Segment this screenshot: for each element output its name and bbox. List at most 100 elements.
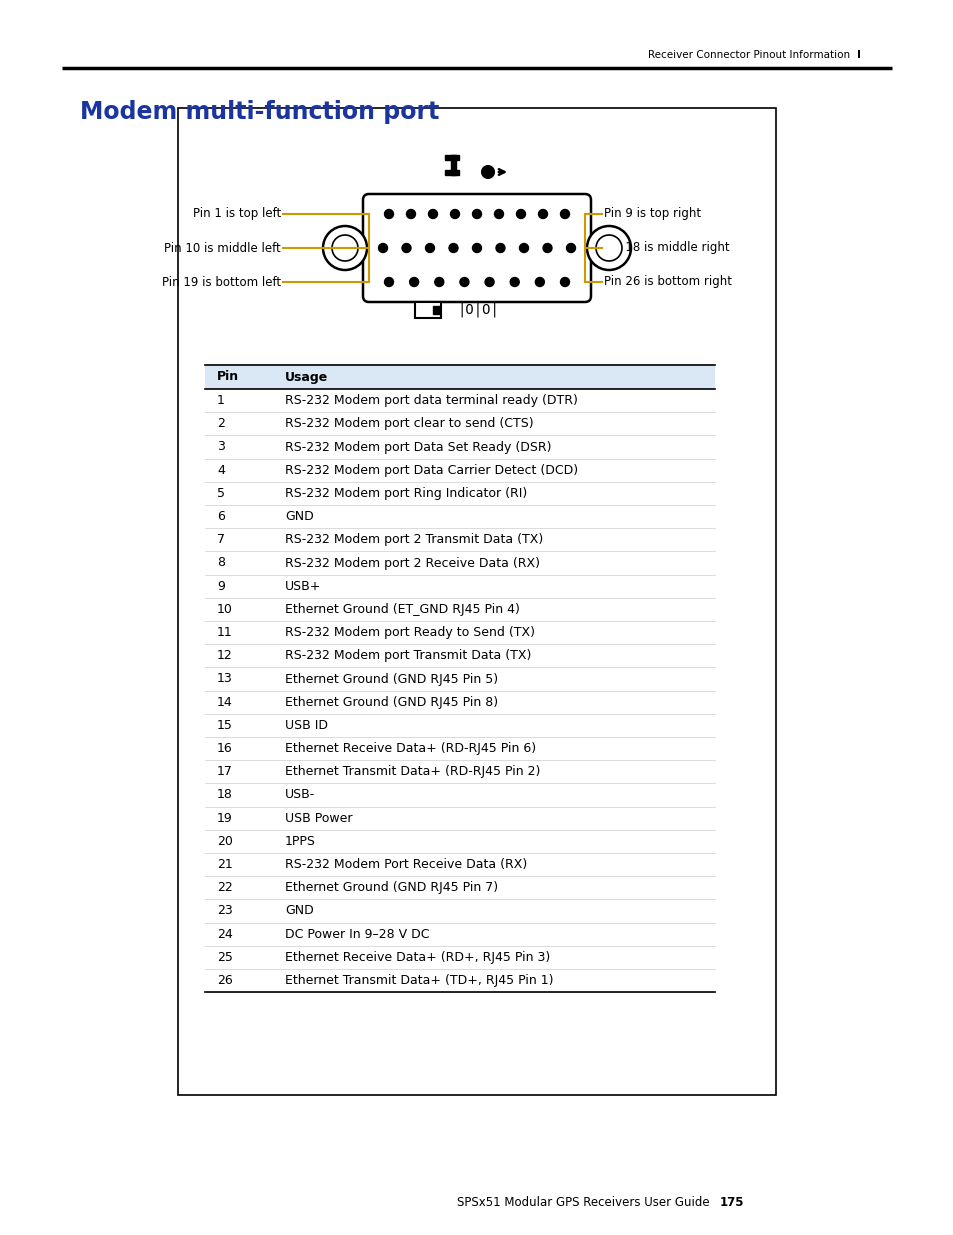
Bar bbox=[444, 156, 458, 161]
Text: Ethernet Transmit Data+ (RD-RJ45 Pin 2): Ethernet Transmit Data+ (RD-RJ45 Pin 2) bbox=[285, 766, 539, 778]
Circle shape bbox=[472, 210, 481, 219]
Text: RS-232 Modem port Transmit Data (TX): RS-232 Modem port Transmit Data (TX) bbox=[285, 650, 531, 662]
Text: 14: 14 bbox=[216, 695, 233, 709]
Text: 24: 24 bbox=[216, 927, 233, 941]
Circle shape bbox=[384, 210, 393, 219]
Circle shape bbox=[428, 210, 437, 219]
Text: 1PPS: 1PPS bbox=[285, 835, 315, 848]
Circle shape bbox=[542, 243, 552, 252]
Text: 19: 19 bbox=[216, 811, 233, 825]
Circle shape bbox=[496, 243, 504, 252]
Text: Pin 10 is middle left: Pin 10 is middle left bbox=[164, 242, 281, 254]
Circle shape bbox=[425, 243, 434, 252]
Bar bbox=[205, 366, 714, 389]
Circle shape bbox=[401, 243, 411, 252]
Circle shape bbox=[566, 243, 575, 252]
Text: Ethernet Receive Data+ (RD+, RJ45 Pin 3): Ethernet Receive Data+ (RD+, RJ45 Pin 3) bbox=[285, 951, 550, 963]
Circle shape bbox=[519, 243, 528, 252]
Circle shape bbox=[384, 278, 393, 287]
Text: Ethernet Ground (GND RJ45 Pin 5): Ethernet Ground (GND RJ45 Pin 5) bbox=[285, 673, 497, 685]
Text: Pin 19 is bottom left: Pin 19 is bottom left bbox=[162, 275, 281, 289]
Text: 18: 18 bbox=[216, 788, 233, 802]
Text: Ethernet Ground (GND RJ45 Pin 7): Ethernet Ground (GND RJ45 Pin 7) bbox=[285, 882, 497, 894]
Text: 25: 25 bbox=[216, 951, 233, 963]
Text: 2: 2 bbox=[216, 417, 225, 430]
Circle shape bbox=[406, 210, 416, 219]
Text: 26: 26 bbox=[216, 974, 233, 987]
Circle shape bbox=[537, 210, 547, 219]
Bar bbox=[415, 303, 440, 317]
Text: 23: 23 bbox=[216, 904, 233, 918]
Circle shape bbox=[494, 210, 503, 219]
Circle shape bbox=[596, 235, 621, 261]
Text: GND: GND bbox=[285, 904, 314, 918]
Text: 15: 15 bbox=[216, 719, 233, 732]
Text: Ethernet Ground (GND RJ45 Pin 8): Ethernet Ground (GND RJ45 Pin 8) bbox=[285, 695, 497, 709]
Text: 10: 10 bbox=[216, 603, 233, 616]
Text: 1: 1 bbox=[216, 394, 225, 408]
Text: RS-232 Modem port clear to send (CTS): RS-232 Modem port clear to send (CTS) bbox=[285, 417, 533, 430]
Text: |O|O|: |O|O| bbox=[456, 303, 498, 317]
Text: 8: 8 bbox=[216, 557, 225, 569]
Circle shape bbox=[450, 210, 459, 219]
Circle shape bbox=[481, 165, 494, 178]
Circle shape bbox=[560, 278, 569, 287]
Text: Ethernet Transmit Data+ (TD+, RJ45 Pin 1): Ethernet Transmit Data+ (TD+, RJ45 Pin 1… bbox=[285, 974, 553, 987]
Text: RS-232 Modem port 2 Transmit Data (TX): RS-232 Modem port 2 Transmit Data (TX) bbox=[285, 534, 542, 546]
Circle shape bbox=[435, 278, 443, 287]
Circle shape bbox=[378, 243, 387, 252]
Text: USB Power: USB Power bbox=[285, 811, 352, 825]
Text: 3: 3 bbox=[216, 441, 225, 453]
Text: RS-232 Modem port Data Carrier Detect (DCD): RS-232 Modem port Data Carrier Detect (D… bbox=[285, 463, 578, 477]
Circle shape bbox=[409, 278, 418, 287]
Text: 5: 5 bbox=[216, 487, 225, 500]
Text: RS-232 Modem port Data Set Ready (DSR): RS-232 Modem port Data Set Ready (DSR) bbox=[285, 441, 551, 453]
Bar bbox=[451, 156, 456, 175]
Text: 9: 9 bbox=[216, 579, 225, 593]
Text: GND: GND bbox=[285, 510, 314, 524]
Text: Modem multi-function port: Modem multi-function port bbox=[80, 100, 439, 124]
Circle shape bbox=[472, 243, 481, 252]
Text: Ethernet Ground (ET_GND RJ45 Pin 4): Ethernet Ground (ET_GND RJ45 Pin 4) bbox=[285, 603, 519, 616]
Text: Pin 9 is top right: Pin 9 is top right bbox=[603, 207, 700, 221]
Text: 4: 4 bbox=[216, 463, 225, 477]
Text: RS-232 Modem port 2 Receive Data (RX): RS-232 Modem port 2 Receive Data (RX) bbox=[285, 557, 539, 569]
Text: Receiver Connector Pinout Information: Receiver Connector Pinout Information bbox=[647, 49, 849, 61]
Circle shape bbox=[516, 210, 525, 219]
Bar bbox=[444, 170, 458, 175]
Text: 21: 21 bbox=[216, 858, 233, 871]
FancyBboxPatch shape bbox=[363, 194, 590, 303]
Circle shape bbox=[459, 278, 469, 287]
Text: DC Power In 9–28 V DC: DC Power In 9–28 V DC bbox=[285, 927, 429, 941]
Text: RS-232 Modem Port Receive Data (RX): RS-232 Modem Port Receive Data (RX) bbox=[285, 858, 527, 871]
Circle shape bbox=[332, 235, 357, 261]
Text: USB+: USB+ bbox=[285, 579, 321, 593]
Text: Ethernet Receive Data+ (RD-RJ45 Pin 6): Ethernet Receive Data+ (RD-RJ45 Pin 6) bbox=[285, 742, 536, 755]
Text: 11: 11 bbox=[216, 626, 233, 638]
Text: Usage: Usage bbox=[285, 370, 328, 384]
Circle shape bbox=[586, 226, 630, 270]
Text: 175: 175 bbox=[720, 1197, 743, 1209]
Text: Pin 26 is bottom right: Pin 26 is bottom right bbox=[603, 275, 731, 289]
Text: RS-232 Modem port Ring Indicator (RI): RS-232 Modem port Ring Indicator (RI) bbox=[285, 487, 527, 500]
Text: 7: 7 bbox=[216, 534, 225, 546]
Text: Pin 1 is top left: Pin 1 is top left bbox=[193, 207, 281, 221]
Text: 12: 12 bbox=[216, 650, 233, 662]
Text: USB-: USB- bbox=[285, 788, 314, 802]
Text: 16: 16 bbox=[216, 742, 233, 755]
Circle shape bbox=[535, 278, 544, 287]
Text: RS-232 Modem port data terminal ready (DTR): RS-232 Modem port data terminal ready (D… bbox=[285, 394, 578, 408]
Text: Pin 18 is middle right: Pin 18 is middle right bbox=[603, 242, 729, 254]
Text: 13: 13 bbox=[216, 673, 233, 685]
Circle shape bbox=[510, 278, 518, 287]
Text: I: I bbox=[856, 49, 861, 61]
Text: RS-232 Modem port Ready to Send (TX): RS-232 Modem port Ready to Send (TX) bbox=[285, 626, 535, 638]
Circle shape bbox=[484, 278, 494, 287]
Bar bbox=[433, 306, 439, 314]
Text: SPSx51 Modular GPS Receivers User Guide: SPSx51 Modular GPS Receivers User Guide bbox=[456, 1197, 709, 1209]
Text: 6: 6 bbox=[216, 510, 225, 524]
Text: USB ID: USB ID bbox=[285, 719, 328, 732]
Text: 17: 17 bbox=[216, 766, 233, 778]
Text: 22: 22 bbox=[216, 882, 233, 894]
Circle shape bbox=[449, 243, 457, 252]
